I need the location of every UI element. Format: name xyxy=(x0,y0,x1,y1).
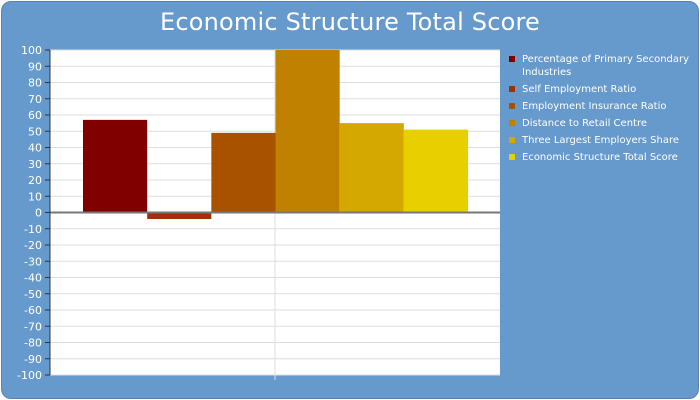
y-tick-label: 10 xyxy=(28,190,42,203)
bar xyxy=(275,50,340,213)
y-tick-label: 30 xyxy=(28,158,42,171)
y-tick-label: -70 xyxy=(24,320,42,333)
legend-item: Self Employment Ratio xyxy=(509,83,694,96)
y-tick-label: 40 xyxy=(28,142,42,155)
legend-label: Distance to Retail Centre xyxy=(522,118,647,129)
y-tick-label: -60 xyxy=(24,304,42,317)
y-tick-label: -100 xyxy=(17,369,42,382)
bar xyxy=(403,129,468,213)
legend-label: Economic Structure Total Score xyxy=(522,152,678,163)
legend-swatch xyxy=(509,154,515,160)
y-tick-label: -30 xyxy=(24,255,42,268)
y-tick-label: -20 xyxy=(24,239,42,252)
legend-label: Three Largest Employers Share xyxy=(522,135,679,146)
legend-swatch xyxy=(509,86,515,92)
chart-legend: Percentage of Primary Secondary Industri… xyxy=(509,53,694,168)
legend-label: Self Employment Ratio xyxy=(522,84,637,95)
y-tick-label: -90 xyxy=(24,353,42,366)
legend-swatch xyxy=(509,56,515,62)
legend-item: Economic Structure Total Score xyxy=(509,151,694,164)
y-tick-label: 100 xyxy=(21,44,42,57)
y-tick-label: -40 xyxy=(24,272,42,285)
legend-swatch xyxy=(509,120,515,126)
bar xyxy=(211,132,276,213)
y-tick-label: 50 xyxy=(28,125,42,138)
legend-label: Employment Insurance Ratio xyxy=(522,101,667,112)
y-tick-label: -10 xyxy=(24,223,42,236)
y-tick-label: 70 xyxy=(28,93,42,106)
legend-swatch xyxy=(509,103,515,109)
y-tick-label: 60 xyxy=(28,109,42,122)
y-tick-label: -50 xyxy=(24,288,42,301)
y-tick-label: 90 xyxy=(28,60,42,73)
chart-title: Economic Structure Total Score xyxy=(160,8,540,36)
y-tick-label: 0 xyxy=(35,207,42,220)
y-tick-label: 20 xyxy=(28,174,42,187)
y-tick-label: 80 xyxy=(28,77,42,90)
bar xyxy=(83,119,148,213)
legend-item: Employment Insurance Ratio xyxy=(509,100,694,113)
legend-item: Percentage of Primary Secondary Industri… xyxy=(509,53,694,79)
bar xyxy=(147,212,212,219)
legend-label: Percentage of Primary Secondary Industri… xyxy=(522,54,690,78)
legend-item: Three Largest Employers Share xyxy=(509,134,694,147)
legend-swatch xyxy=(509,137,515,143)
y-tick-label: -80 xyxy=(24,337,42,350)
legend-item: Distance to Retail Centre xyxy=(509,117,694,130)
bar xyxy=(339,123,404,213)
